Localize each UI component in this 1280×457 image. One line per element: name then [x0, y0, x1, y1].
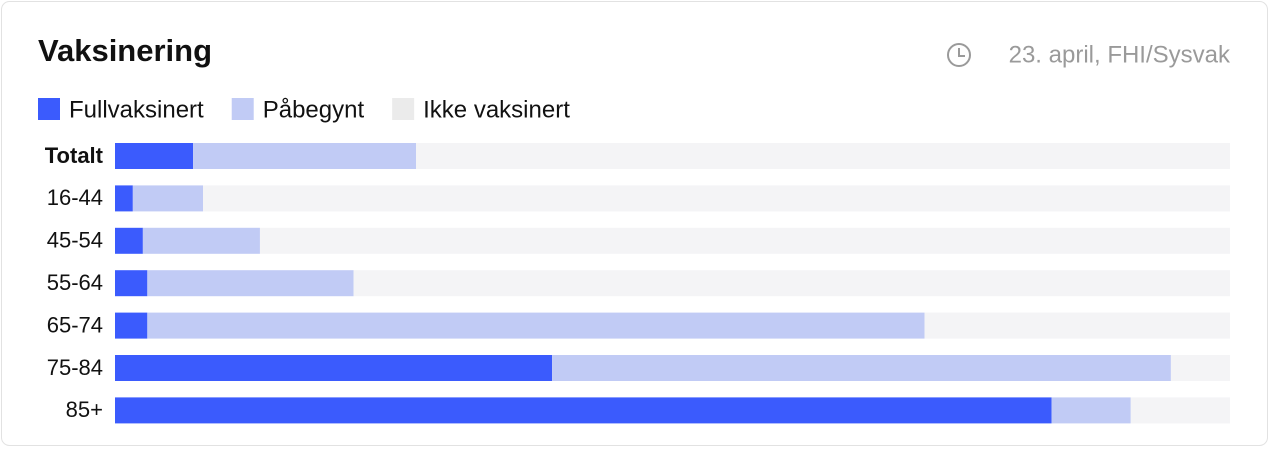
bar-segment	[132, 185, 204, 212]
y-tick-label: Totalt	[45, 143, 104, 168]
bar-segment	[147, 312, 925, 339]
legend-label: Fullvaksinert	[69, 96, 204, 123]
bar-segment	[259, 227, 1230, 254]
bar-segment	[115, 270, 148, 297]
bar-segment	[552, 355, 1171, 381]
bar-segment	[1170, 355, 1230, 381]
legend-label: Påbegynt	[263, 96, 365, 123]
y-tick-label: 85+	[66, 397, 103, 422]
legend-swatch	[38, 98, 60, 120]
bar-segment	[147, 270, 354, 297]
bar-segment	[193, 143, 417, 169]
y-tick-label: 55-64	[47, 270, 103, 295]
bar-segment	[353, 270, 1230, 297]
bar-segment	[115, 312, 148, 339]
bar-segment	[142, 227, 260, 254]
y-tick-label: 16-44	[47, 185, 103, 210]
bar-segment	[1051, 397, 1131, 424]
chart-title: Vaksinering	[38, 33, 212, 68]
bar-segment	[416, 143, 1230, 169]
bar-segment	[924, 312, 1230, 339]
legend-swatch	[231, 98, 254, 120]
bar-segment	[203, 185, 1231, 212]
clock-icon	[947, 43, 971, 67]
bar-segment	[115, 397, 1052, 424]
bar-segment	[115, 185, 133, 212]
chart-subtitle: 23. april, FHI/Sysvak	[1009, 41, 1231, 68]
bar-segment	[115, 227, 143, 254]
y-tick-label: 75-84	[47, 355, 103, 380]
bar-segment	[115, 355, 553, 381]
legend-swatch	[392, 98, 415, 120]
bar-segment	[115, 143, 194, 169]
y-tick-label: 65-74	[47, 312, 103, 337]
bar-segment	[1130, 397, 1230, 424]
y-tick-label: 45-54	[47, 228, 103, 253]
legend-label: Ikke vaksinert	[423, 96, 570, 123]
